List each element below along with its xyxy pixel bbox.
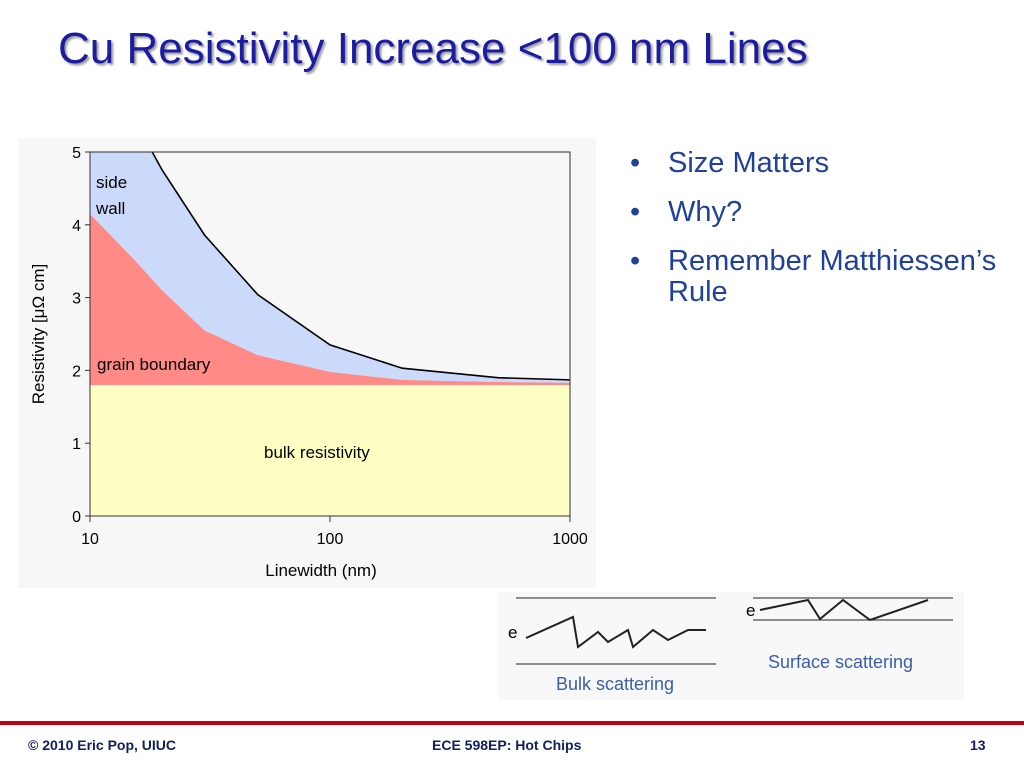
x-axis-label: Linewidth (nm) <box>265 561 377 580</box>
y-tick-label: 4 <box>72 218 81 235</box>
electron-label: e <box>746 601 755 620</box>
area-label: grain boundary <box>97 355 211 374</box>
footer-right: 13 <box>970 737 986 753</box>
surface-label: Surface scattering <box>768 652 913 672</box>
x-tick-label: 1000 <box>552 531 588 548</box>
x-tick-label: 100 <box>317 531 344 548</box>
y-tick-label: 2 <box>72 363 81 380</box>
bullet: Why? <box>628 197 1008 229</box>
bullet-list: Size Matters Why? Remember Matthiessen’s… <box>628 148 1008 326</box>
footer-center: ECE 598EP: Hot Chips <box>432 737 582 753</box>
y-tick-label: 0 <box>72 509 81 526</box>
area <box>90 152 570 383</box>
y-tick-label: 5 <box>72 145 81 162</box>
area-label: side wall <box>95 173 127 218</box>
electron-label: e <box>508 623 517 642</box>
total-line <box>151 152 570 381</box>
path <box>525 615 706 649</box>
x-tick-label: 10 <box>81 531 99 548</box>
area-label: bulk resistivity <box>264 443 370 462</box>
y-tick-label: 3 <box>72 291 81 308</box>
y-tick-label: 1 <box>72 436 81 453</box>
footer-rule <box>0 721 1024 725</box>
slide-title: Cu Resistivity Increase <100 nm Lines <box>58 24 808 73</box>
footer-left: © 2010 Eric Pop, UIUC <box>28 737 177 753</box>
bulk-label: Bulk scattering <box>556 674 674 694</box>
bullet: Remember Matthiessen’s Rule <box>628 246 1008 308</box>
chart: 0 1 2 3 4 5 10 100 1000 Linewidth (nm) Resistivity… <box>18 138 596 588</box>
bullet: Size Matters <box>628 148 1008 180</box>
area <box>90 213 570 385</box>
diagram-background <box>498 592 964 700</box>
y-axis-label: Resistivity [μΩ cm] <box>29 264 48 405</box>
scattering-diagram: e Bulk scattering e Surface scattering <box>498 592 964 700</box>
path <box>759 598 929 622</box>
area <box>90 384 570 516</box>
